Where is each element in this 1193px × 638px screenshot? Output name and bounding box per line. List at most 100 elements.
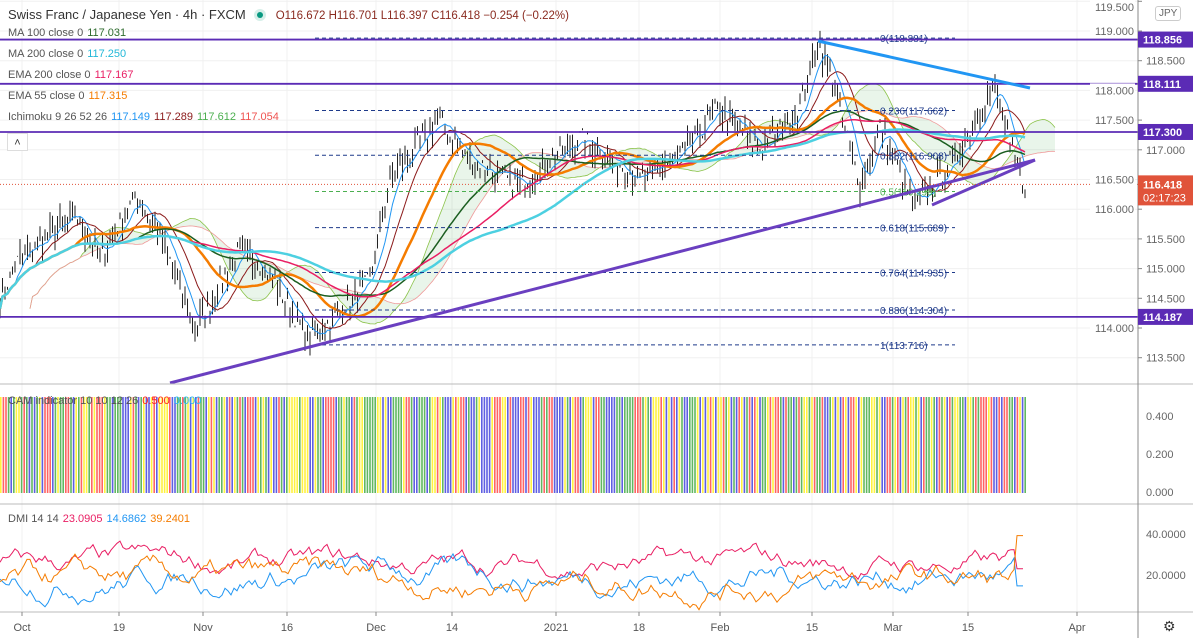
cam-bar: [449, 397, 452, 493]
cam-bar: [75, 397, 77, 493]
cam-bar: [317, 397, 319, 493]
time-tick-label: 16: [281, 622, 293, 634]
cam-bar: [655, 397, 657, 493]
time-tick-label: Oct: [13, 622, 30, 634]
cam-bar: [371, 397, 374, 493]
cam-bar: [826, 397, 829, 493]
cam-bar: [566, 397, 569, 493]
cam-bar: [741, 397, 743, 493]
collapse-legend-button[interactable]: ˄: [7, 133, 28, 151]
cam-bar: [124, 397, 127, 493]
cam-bar: [361, 397, 363, 493]
cam-bar: [260, 397, 262, 493]
ohlc-values: O116.672 H116.701 L116.397 C116.418 −0.2…: [275, 10, 569, 22]
cam-bar: [262, 397, 265, 493]
cam-bar: [982, 397, 985, 493]
cam-bar: [205, 397, 207, 493]
cam-bar: [904, 397, 907, 493]
legend-label: MA 100 close 0: [8, 27, 84, 39]
cam-bar: [244, 397, 246, 493]
cam-bar: [486, 397, 488, 493]
cam-bar: [990, 397, 993, 493]
cam-bar: [431, 397, 434, 493]
cam-bar: [5, 397, 7, 493]
indicator-legend: MA 100 close 0 117.031: [8, 27, 130, 39]
cam-bar: [1021, 397, 1024, 493]
cam-bar: [959, 397, 961, 493]
cam-bar: [1016, 397, 1019, 493]
cam-bar: [514, 397, 517, 493]
cam-bar: [712, 397, 714, 493]
cam-bar: [871, 397, 873, 493]
cam-bar: [652, 397, 655, 493]
indicator-legend: Ichimoku 9 26 52 26 117.149 117.289 117.612…: [8, 111, 283, 123]
cam-bar: [800, 397, 803, 493]
trendline-support-short[interactable]: [931, 158, 1036, 207]
cam-bar: [348, 397, 350, 493]
cam-bar: [949, 397, 951, 493]
cam-bar: [886, 397, 889, 493]
cam-bar: [548, 397, 551, 493]
cam-bar: [176, 397, 179, 493]
ema-55-line: [0, 96, 1026, 318]
cam-bar: [332, 397, 335, 493]
cam-bar: [884, 397, 886, 493]
trendline-support[interactable]: [169, 158, 1036, 385]
cam-bar: [845, 397, 847, 493]
cam-bar: [280, 397, 283, 493]
cam-bar: [668, 397, 670, 493]
cam-bar: [59, 397, 62, 493]
cam-bar: [808, 397, 811, 493]
legend-value: 117.289: [154, 111, 193, 123]
cam-bar: [572, 397, 574, 493]
cam-bar: [657, 397, 660, 493]
cam-bar: [717, 397, 720, 493]
cam-bar: [234, 397, 236, 493]
cam-bar: [117, 397, 119, 493]
cam-bar: [148, 397, 150, 493]
cam-bar: [101, 397, 103, 493]
cam-bar: [530, 397, 532, 493]
cam-bar: [613, 397, 616, 493]
cam-bar: [325, 397, 327, 493]
cam-bar: [995, 397, 998, 493]
cam-bar: [902, 397, 904, 493]
cam-bar: [236, 397, 239, 493]
dmi-value-2: 14.6862: [106, 513, 147, 525]
cam-bar: [956, 397, 959, 493]
price-tick-label: 119.000: [1095, 26, 1134, 38]
price-tick-bg: [1090, 83, 1135, 98]
cam-bar: [730, 397, 733, 493]
cam-bar: [772, 397, 774, 493]
cam-bar: [598, 397, 600, 493]
cam-bar: [239, 397, 241, 493]
cam-bar: [80, 397, 83, 493]
cam-bar: [933, 397, 935, 493]
cam-bar: [634, 397, 636, 493]
cam-bar: [520, 397, 522, 493]
cam-bar: [345, 397, 348, 493]
currency-button[interactable]: JPY: [1155, 6, 1182, 21]
cam-bar: [200, 397, 202, 493]
cam-bar: [592, 397, 595, 493]
dmi-label: DMI 14 14: [8, 513, 59, 525]
cam-bar: [1011, 397, 1013, 493]
cam-bar: [13, 397, 15, 493]
trendline-resistance[interactable]: [817, 39, 1031, 90]
cam-bar: [1001, 397, 1003, 493]
price-tick-bg: [1090, 172, 1135, 187]
cam-bar: [15, 397, 18, 493]
dmi-value-1: 23.0905: [62, 513, 103, 525]
cam-bar: [62, 397, 64, 493]
settings-gear-icon[interactable]: ⚙: [1163, 618, 1176, 634]
cam-value-2: 0.000: [173, 395, 202, 407]
cam-bar: [595, 397, 597, 493]
cam-bar: [785, 397, 787, 493]
cam-bar: [813, 397, 816, 493]
cam-bar: [423, 397, 426, 493]
cam-bar: [863, 397, 865, 493]
cam-bar: [83, 397, 85, 493]
cam-bar: [540, 397, 543, 493]
cam-bar: [889, 397, 891, 493]
